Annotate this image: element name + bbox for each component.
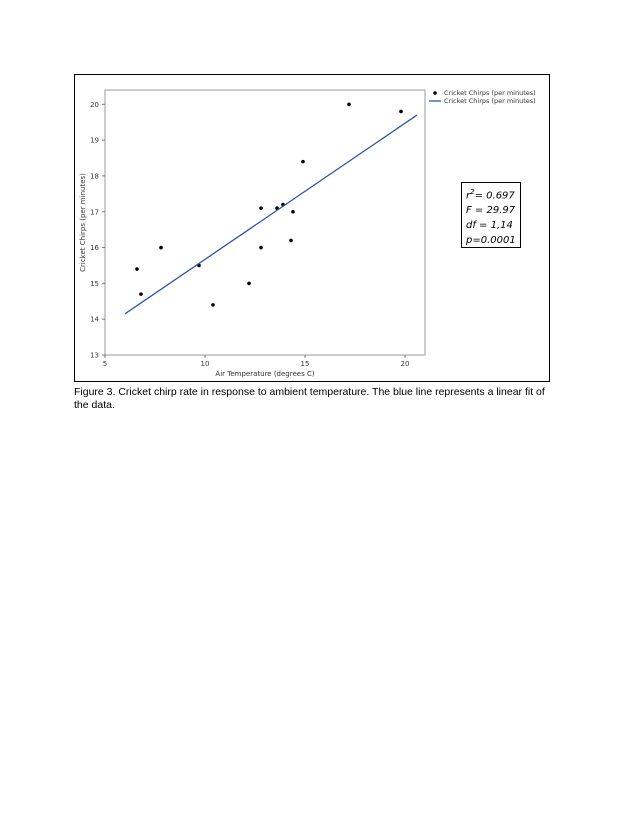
statistics-box: r2= 0.697 F = 29.97 df = 1,14 p=0.0001 [461, 182, 521, 248]
legend-point-swatch [433, 91, 437, 95]
y-tick-label: 17 [90, 208, 99, 216]
x-axis-label: Air Temperature (degrees C) [215, 370, 314, 378]
y-tick-label: 15 [90, 280, 99, 288]
data-point [139, 292, 143, 296]
p-value-stat: p=0.0001 [466, 235, 516, 247]
y-tick-label: 13 [90, 352, 99, 360]
legend-entry: Cricket Chirps (per minutes) [444, 89, 536, 97]
legend-entry: Cricket Chirps (per minutes) [444, 97, 536, 105]
x-tick-label: 20 [401, 360, 410, 368]
y-tick-label: 14 [90, 316, 99, 324]
data-point [259, 245, 263, 250]
x-tick-label: 5 [103, 360, 107, 368]
data-point [301, 159, 305, 164]
fit-line [124, 114, 418, 315]
scatter-chart: 5 10 15 20 13 14 15 16 17 18 19 20 Air Temperature (… [79, 89, 536, 378]
y-tick-label: 20 [90, 101, 99, 109]
y-tick-label: 18 [90, 172, 99, 180]
data-point [347, 102, 351, 107]
f-stat: F = 29.97 [466, 205, 516, 217]
data-point [399, 109, 403, 114]
data-point [135, 267, 139, 271]
y-tick-label: 19 [90, 137, 99, 145]
x-tick-label: 15 [301, 360, 310, 368]
data-point [211, 303, 215, 307]
data-point [291, 209, 295, 214]
y-axis-label: Cricket Chirps (per minutes) [79, 173, 87, 272]
y-tick-label: 16 [90, 244, 99, 252]
data-point [247, 281, 251, 286]
df-stat: df = 1,14 [466, 220, 513, 232]
data-point [159, 245, 163, 250]
data-point [289, 238, 293, 243]
figure-frame: 5 10 15 20 13 14 15 16 17 18 19 20 Air Temperature (… [74, 74, 550, 382]
x-tick-label: 10 [201, 360, 210, 368]
data-point [259, 206, 263, 210]
r-squared-stat: r2= 0.697 [466, 188, 515, 202]
plot-area [104, 89, 426, 356]
figure-caption: Figure 3. Cricket chirp rate in response… [74, 386, 545, 411]
